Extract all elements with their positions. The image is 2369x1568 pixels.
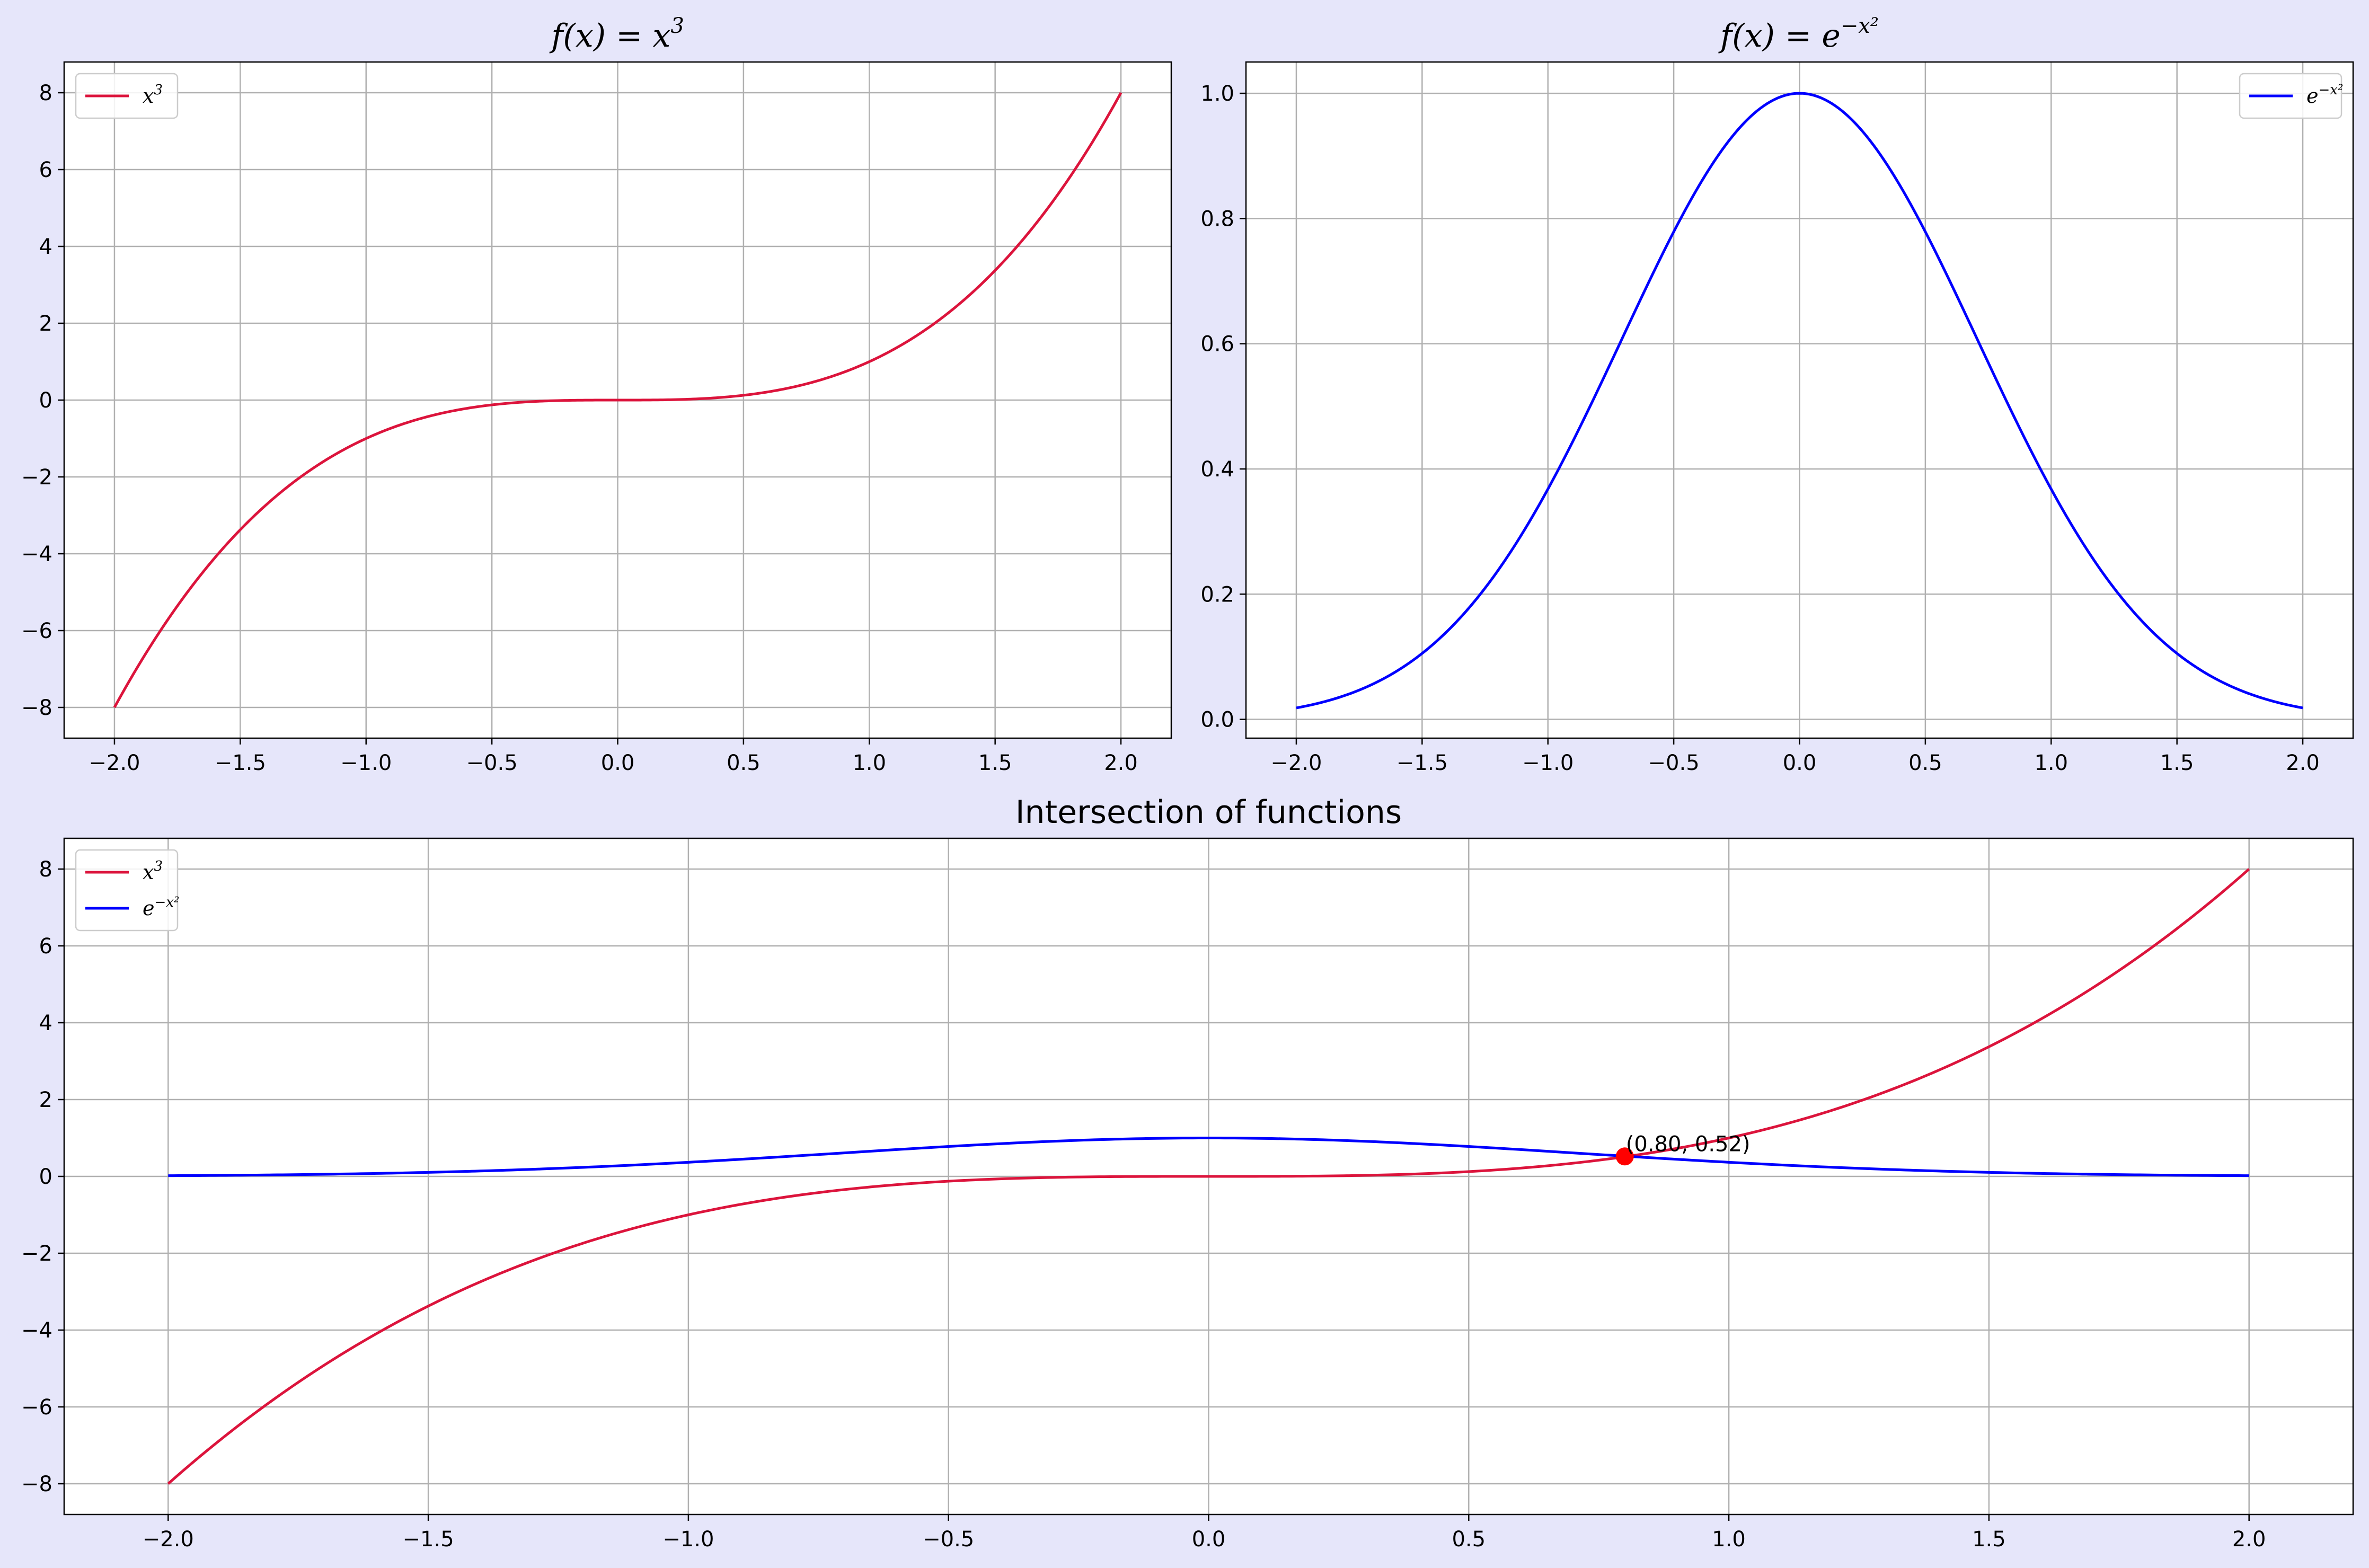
y-tick-label: −8: [21, 696, 52, 720]
x-tick-label: 1.0: [2034, 751, 2068, 775]
x-tick-label: −0.5: [923, 1527, 974, 1552]
plot-gaussian: −2.0 −1.5 −1.0 −0.5 0.0 0.5 1.0 1.5 2.0 1.0 0.8 0.6…: [1200, 14, 2354, 775]
x-tick-label: −2.0: [143, 1527, 194, 1552]
y-tick-label: −8: [21, 1472, 52, 1496]
chart-title-sup: 3: [670, 14, 684, 38]
x-tick-label: 1.5: [1972, 1527, 2006, 1552]
y-tick-label: 0: [39, 388, 52, 413]
chart-title-sup: −x²: [1841, 14, 1879, 38]
x-tick-label: 0.5: [1908, 751, 1942, 775]
y-tick-label: 8: [39, 857, 52, 882]
x-tick-label: 0.5: [727, 751, 761, 775]
plot-cubic: −2.0 −1.5 −1.0 −0.5 0.0 0.5 1.0 1.5 2.0 8 6 4 2 0 −2 −4…: [21, 14, 1172, 775]
x-tick-label: 1.0: [852, 751, 886, 775]
y-tick-label: 4: [39, 1011, 52, 1035]
chart-title-main: f(x) = x: [549, 17, 670, 55]
intersection-label: (0.80, 0.52): [1626, 1132, 1751, 1156]
legend: x3: [75, 73, 179, 119]
chart-title: Intersection of functions: [1015, 794, 1402, 831]
y-tick-label: 6: [39, 934, 52, 959]
y-tick-label: 2: [39, 312, 52, 336]
y-tick-label: 1.0: [1200, 82, 1234, 106]
legend: e−x²: [2239, 73, 2343, 119]
chart-title: f(x) = e−x²: [1718, 14, 1879, 55]
x-tick-label: 1.5: [978, 751, 1012, 775]
y-tick-label: −6: [21, 1395, 52, 1420]
legend-label: x3: [143, 858, 163, 884]
legend-box: [75, 849, 179, 932]
chart-title-main: f(x) = e: [1718, 17, 1841, 55]
intersection-point-marker: [1615, 1147, 1634, 1166]
x-tick-label: −1.5: [1396, 751, 1448, 775]
y-tick-label: 0.6: [1200, 332, 1234, 357]
y-tick-label: −4: [21, 1318, 52, 1343]
y-tick-label: 0.2: [1200, 582, 1234, 607]
x-tick-label: −2.0: [89, 751, 140, 775]
x-tick-label: 1.0: [1712, 1527, 1746, 1552]
x-tick-label: −1.0: [662, 1527, 714, 1552]
y-tick-label: −4: [21, 542, 52, 566]
x-tick-label: −0.5: [1648, 751, 1700, 775]
y-tick-label: 0.0: [1200, 708, 1234, 732]
y-tick-label: 0: [39, 1165, 52, 1189]
legend: x3 e−x²: [75, 849, 179, 932]
y-tick-label: 4: [39, 235, 52, 259]
y-tick-label: 2: [39, 1088, 52, 1112]
legend-label: x3: [143, 82, 163, 108]
x-tick-label: −1.5: [403, 1527, 454, 1552]
y-tick-label: 0.4: [1200, 457, 1234, 482]
chart-title: f(x) = x3: [549, 14, 684, 55]
x-tick-label: −1.0: [1522, 751, 1574, 775]
x-tick-label: 2.0: [1104, 751, 1138, 775]
x-tick-label: −0.5: [466, 751, 518, 775]
x-tick-label: −1.0: [340, 751, 392, 775]
series-line-0: [1296, 92, 2303, 710]
x-tick-label: −1.5: [215, 751, 266, 775]
x-tick-label: 0.5: [1452, 1527, 1486, 1552]
series-line-0: [167, 868, 2250, 1485]
y-tick-label: 6: [39, 158, 52, 182]
y-tick-label: −2: [21, 1242, 52, 1266]
series-line-1: [168, 1136, 2249, 1177]
y-tick-label: 8: [39, 81, 52, 105]
x-tick-label: 2.0: [2286, 751, 2320, 775]
x-tick-label: 0.0: [1783, 751, 1817, 775]
y-tick-label: −6: [21, 619, 52, 643]
x-tick-label: 1.5: [2160, 751, 2194, 775]
x-tick-label: 0.0: [1192, 1527, 1226, 1552]
legend-label: e−x²: [143, 894, 179, 920]
legend-label: e−x²: [2306, 82, 2343, 108]
y-tick-label: 0.8: [1200, 207, 1234, 231]
y-tick-label: −2: [21, 465, 52, 490]
x-tick-label: 0.0: [601, 751, 635, 775]
x-tick-label: −2.0: [1270, 751, 1322, 775]
series-line-0: [113, 92, 1122, 708]
x-tick-label: 2.0: [2232, 1527, 2266, 1552]
plot-intersection: (0.80, 0.52) −2.0 −1.5 −1.0 −0.5 0.0 0.5 1.0 1.5…: [21, 794, 2354, 1552]
